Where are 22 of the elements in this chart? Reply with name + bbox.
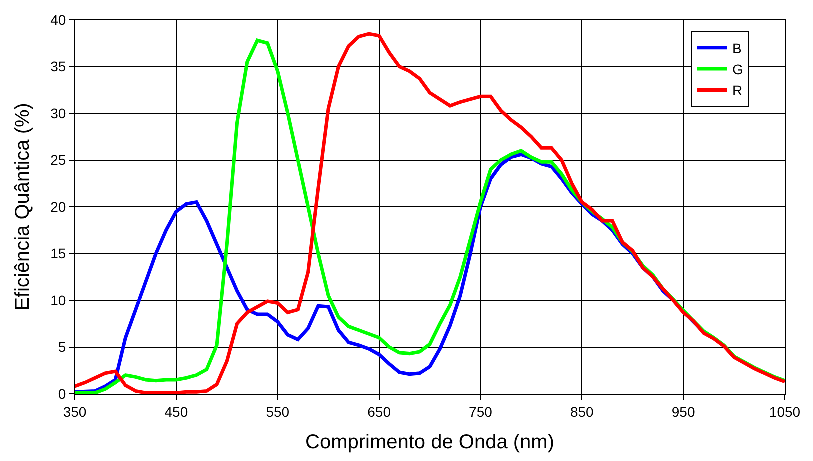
y-axis-title: Eficiência Quântica (%) bbox=[12, 103, 34, 311]
legend-label: R bbox=[732, 82, 743, 99]
x-tick-label: 1050 bbox=[769, 404, 801, 420]
y-tick-label: 20 bbox=[50, 198, 66, 215]
y-tick-label: 25 bbox=[50, 152, 66, 168]
y-tick-label: 15 bbox=[50, 246, 66, 262]
x-tick-label: 650 bbox=[368, 404, 392, 420]
x-tick-label: 450 bbox=[164, 404, 188, 420]
y-tick-label: 0 bbox=[58, 386, 66, 402]
x-tick-label: 950 bbox=[672, 404, 696, 420]
legend-label: G bbox=[732, 61, 744, 78]
y-tick-label: 10 bbox=[50, 292, 66, 308]
y-tick-label: 30 bbox=[50, 105, 66, 122]
y-tick-label: 40 bbox=[50, 12, 66, 28]
y-tick-label: 5 bbox=[58, 339, 66, 356]
x-tick-label: 750 bbox=[469, 404, 493, 420]
x-tick-label: 550 bbox=[266, 404, 290, 420]
x-tick-label: 850 bbox=[570, 404, 594, 420]
legend-label: B bbox=[732, 40, 742, 56]
y-tick-label: 35 bbox=[50, 58, 66, 75]
x-tick-label: 350 bbox=[63, 404, 87, 420]
x-axis-title: Comprimento de Onda (nm) bbox=[306, 431, 554, 454]
